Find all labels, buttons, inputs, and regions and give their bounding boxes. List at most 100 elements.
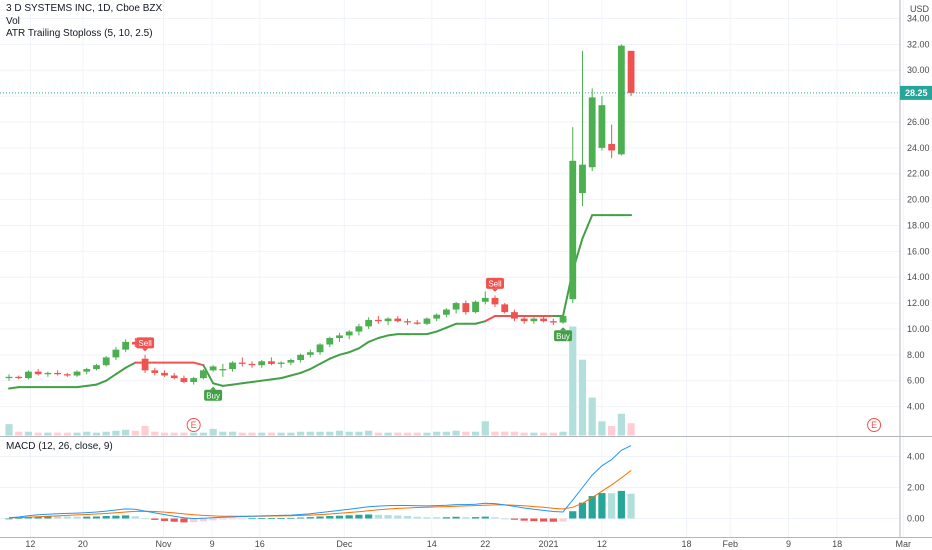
volume-bar (384, 432, 392, 436)
volume-bar (190, 432, 198, 436)
candle-body (413, 322, 421, 324)
macd-histogram-bar (277, 518, 285, 519)
volume-legend[interactable]: Vol (6, 16, 20, 27)
time-tick-label: 12 (597, 539, 607, 549)
buy-signal-label: Buy (206, 391, 220, 400)
candle-body (83, 369, 91, 372)
macd-histogram-bar (199, 518, 207, 522)
candle-body (151, 370, 159, 373)
volume-bar (355, 431, 363, 436)
stoploss-segment (445, 322, 458, 329)
macd-histogram-bar (374, 514, 382, 519)
chart-title[interactable]: 3 D SYSTEMS INC, 1D, Cboe BZX (6, 3, 163, 14)
volume-bar (131, 430, 139, 436)
stoploss-line (8, 214, 633, 390)
time-tick-label: 18 (681, 539, 691, 549)
volume-bar (122, 429, 130, 436)
volume-bar (617, 413, 625, 436)
candle-body (5, 376, 13, 379)
macd-histogram-bar (481, 516, 489, 519)
stoploss-segment (231, 382, 244, 386)
signal-pointer (210, 386, 217, 390)
stoploss-segment (270, 377, 283, 381)
candle-body (277, 362, 285, 364)
candle-body (433, 314, 441, 319)
volume-pane (5, 326, 635, 436)
indicator-legend[interactable]: ATR Trailing Stoploss (5, 10, 2.5) (6, 28, 153, 39)
macd-histogram-bar (151, 518, 159, 520)
candle-body (481, 297, 489, 302)
volume-bar (559, 431, 567, 436)
volume-bar (501, 431, 509, 436)
macd-histogram-bar (15, 517, 23, 519)
candle-body (15, 376, 23, 379)
stoploss-segment (192, 361, 205, 367)
macd-histogram-bar (44, 516, 52, 519)
volume-bar (112, 430, 120, 436)
volume-bar (258, 432, 266, 436)
stoploss-segment (76, 384, 88, 389)
candle-body (306, 352, 314, 355)
price-tick-label: 30.00 (907, 65, 930, 75)
candle-body (268, 361, 275, 364)
price-tick-label: 16.00 (907, 246, 930, 256)
macd-histogram-bar (549, 518, 557, 522)
volume-bar (5, 424, 13, 436)
macd-histogram-bar (501, 518, 509, 520)
volume-bar (209, 428, 217, 436)
volume-bar (170, 432, 178, 436)
candle-body (326, 338, 334, 345)
volume-bar (608, 426, 616, 436)
macd-histogram-bar (403, 516, 412, 519)
macd-histogram-bar (520, 518, 528, 521)
macd-legend[interactable]: MACD (12, 26, close, 9) (6, 441, 113, 452)
stoploss-segment (309, 362, 322, 371)
candle-body (93, 365, 100, 370)
volume-bar (462, 431, 470, 436)
candle-body (598, 105, 606, 148)
macd-histogram-bar (238, 518, 246, 520)
time-tick-label: 20 (78, 539, 88, 549)
macd-histogram-bar (530, 518, 538, 522)
time-tick-label: 18 (832, 539, 842, 549)
macd-histogram-bar (63, 516, 71, 519)
candle-body (336, 335, 343, 339)
volume-bar (598, 421, 606, 436)
volume-bar (530, 432, 538, 436)
volume-bar (510, 431, 519, 436)
price-tick-label: 34.00 (907, 14, 930, 24)
macd-histogram-bar (34, 516, 42, 519)
price-tick-label: 26.00 (907, 117, 930, 127)
price-tick-label: 4.00 (907, 402, 925, 412)
price-tick-label: 20.00 (907, 195, 930, 205)
volume-bar (326, 431, 334, 436)
macd-histogram-bar (326, 516, 334, 519)
volume-bar (627, 423, 635, 436)
macd-histogram-bar (608, 493, 616, 519)
macd-histogram-bar (598, 493, 606, 519)
last-price-badge (900, 85, 932, 100)
candle-body (355, 326, 363, 332)
candle-body (549, 321, 557, 323)
candle-body (569, 160, 577, 300)
macd-histogram-bar (627, 493, 635, 519)
macd-histogram-bar (219, 518, 227, 520)
stoploss-segment (484, 315, 496, 323)
volume-bar (219, 431, 227, 436)
volume-bar (413, 432, 421, 436)
stoploss-segment (581, 214, 594, 240)
last-price[interactable]: 28.25 (0, 85, 932, 100)
candle-body (34, 371, 42, 375)
stoploss-segment (367, 337, 380, 343)
volume-bar (306, 431, 314, 436)
stoploss-segment (241, 380, 253, 385)
price-tick-label: 32.00 (907, 39, 930, 49)
stoploss-segment (328, 353, 341, 360)
signal-pointer (142, 348, 149, 352)
volume-bar (248, 432, 256, 436)
macd-histogram-bar (131, 516, 139, 519)
macd-histogram-bar (491, 517, 499, 519)
macd-pane (5, 445, 635, 523)
